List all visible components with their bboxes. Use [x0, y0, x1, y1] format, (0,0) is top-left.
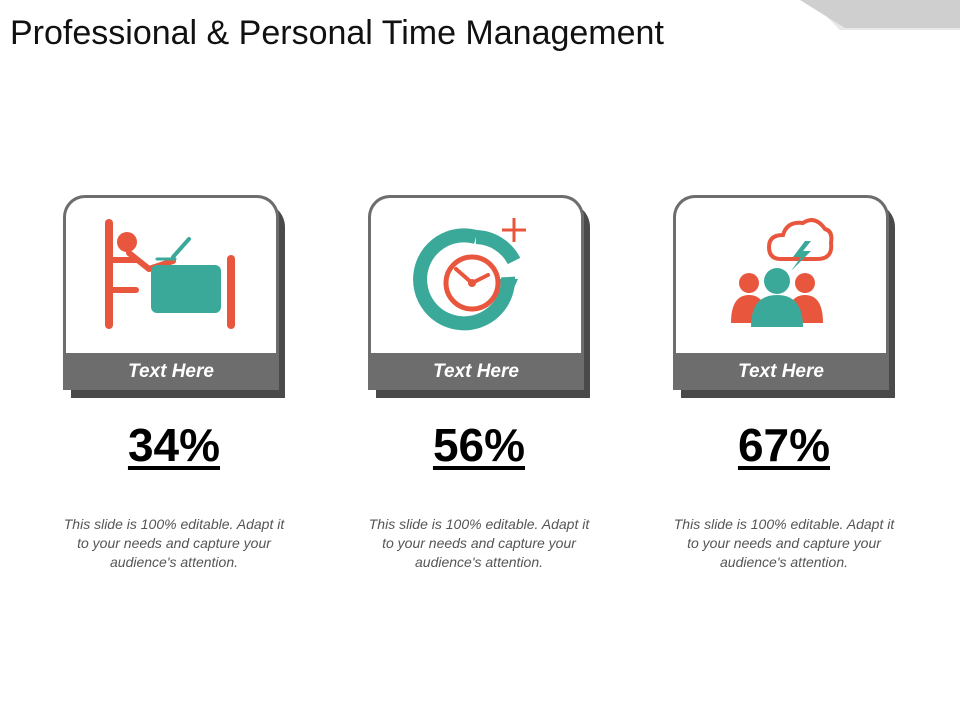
card-1: Text Here — [63, 195, 285, 400]
percentage-value-3: 67% — [737, 419, 831, 471]
card-3: Text Here — [673, 195, 895, 400]
team-brainstorm-icon — [731, 218, 834, 327]
percentage-value-1: 34% — [127, 419, 221, 471]
card-2: Text Here — [368, 195, 590, 400]
card-label: Text Here — [63, 353, 279, 390]
card-label: Text Here — [368, 353, 584, 390]
percentage-value-2: 56% — [432, 419, 526, 471]
description-text-2: This slide is 100% editable. Adapt it to… — [368, 516, 590, 570]
corner-decoration — [560, 0, 960, 30]
description-text-3: This slide is 100% editable. Adapt it to… — [673, 516, 895, 570]
page-title: Professional & Personal Time Management — [10, 14, 664, 52]
clock-cycle-icon — [413, 218, 526, 331]
person-at-desk-icon — [105, 219, 235, 329]
description-text-1: This slide is 100% editable. Adapt it to… — [63, 516, 285, 570]
card-label: Text Here — [673, 353, 889, 390]
